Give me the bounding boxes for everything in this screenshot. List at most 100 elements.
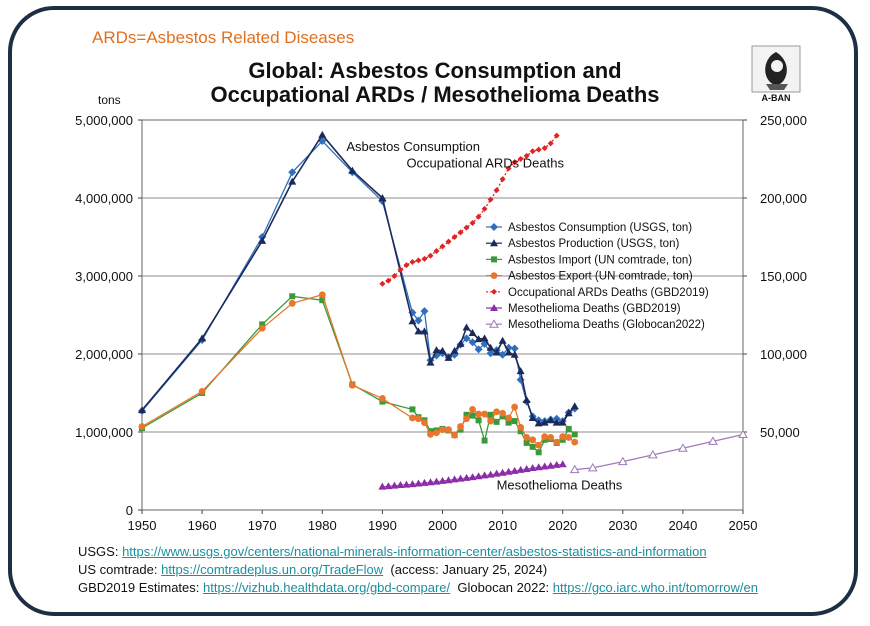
- data-point: [617, 456, 628, 466]
- y-left-unit-label: tons: [98, 93, 121, 107]
- source-comtrade-access: (access: January 25, 2024): [383, 562, 548, 577]
- legend-entry-label: Occupational ARDs Deaths (GBD2019): [508, 287, 709, 299]
- data-point: [511, 418, 518, 425]
- data-point: [475, 213, 482, 220]
- data-point: [379, 280, 386, 287]
- data-point: [409, 406, 416, 413]
- logo-text: A-BAN: [762, 93, 791, 103]
- y-right-tick-label: 250,000: [760, 113, 807, 128]
- data-point: [457, 229, 464, 236]
- y-left-tick-label: 0: [126, 503, 133, 518]
- data-point: [427, 430, 434, 438]
- data-point: [426, 358, 435, 366]
- data-point: [498, 336, 507, 344]
- x-tick-label: 1950: [128, 518, 157, 533]
- data-point: [547, 140, 554, 147]
- data-point: [540, 462, 549, 470]
- data-point: [451, 431, 458, 439]
- data-point: [378, 194, 387, 201]
- data-point: [564, 409, 573, 417]
- data-point: [480, 334, 489, 342]
- legend-entry-label: Asbestos Production (USGS, ton): [508, 238, 679, 250]
- data-point: [258, 324, 266, 332]
- data-point: [487, 417, 494, 425]
- data-point: [559, 433, 567, 441]
- data-point: [492, 469, 501, 477]
- data-point: [678, 443, 688, 452]
- data-point: [541, 145, 548, 152]
- data-point: [571, 438, 579, 446]
- data-point: [288, 177, 297, 185]
- data-point: [523, 439, 530, 446]
- data-point: [534, 419, 543, 427]
- data-point: [481, 410, 488, 418]
- source-usgs-link[interactable]: https://www.usgs.gov/centers/national-mi…: [122, 544, 707, 559]
- y-left-tick-label: 2,000,000: [75, 347, 133, 362]
- source-globocan-link[interactable]: https://gco.iarc.who.int/tomorrow/en: [552, 580, 758, 595]
- data-point: [396, 481, 405, 489]
- source-usgs-label: USGS:: [78, 544, 123, 559]
- y-right-tick-label: 200,000: [760, 191, 807, 206]
- legend-entry-label: Mesothelioma Deaths (Globocan2022): [508, 319, 705, 331]
- data-point: [486, 349, 495, 358]
- data-point: [552, 418, 561, 426]
- data-point: [505, 414, 513, 422]
- data-point: [319, 297, 326, 304]
- data-point: [258, 236, 267, 244]
- data-point: [505, 165, 512, 172]
- plot-area: [141, 119, 744, 511]
- data-point: [462, 334, 471, 343]
- data-point: [138, 406, 146, 414]
- data-point: [475, 417, 482, 424]
- data-point: [491, 256, 497, 263]
- ards-definition-note: ARDs=Asbestos Related Diseases: [92, 28, 355, 47]
- data-point: [504, 467, 513, 475]
- data-point: [415, 257, 422, 264]
- series-export: [138, 291, 579, 449]
- series-globocan: [569, 429, 748, 474]
- data-point: [474, 472, 483, 480]
- data-point: [402, 480, 411, 488]
- data-point: [523, 434, 531, 441]
- x-tick-label: 2050: [729, 518, 758, 533]
- data-point: [379, 395, 386, 402]
- data-point: [444, 476, 453, 484]
- data-point: [468, 328, 477, 336]
- data-point: [517, 428, 524, 435]
- series-production: [138, 130, 579, 427]
- data-point: [390, 481, 399, 489]
- data-point: [708, 436, 718, 445]
- x-tick-label: 2020: [548, 518, 577, 533]
- data-point: [421, 419, 428, 427]
- data-point: [138, 423, 146, 430]
- source-comtrade-link[interactable]: https://comtradeplus.un.org/TradeFlow: [161, 562, 384, 577]
- data-point: [415, 415, 422, 423]
- data-point: [462, 323, 471, 331]
- source-comtrade-label: US comtrade:: [78, 562, 162, 577]
- data-point: [469, 219, 476, 226]
- data-point: [490, 223, 498, 231]
- y-left-tick-label: 4,000,000: [75, 191, 133, 206]
- data-point: [426, 478, 435, 486]
- data-point: [529, 148, 536, 155]
- data-point: [571, 431, 578, 438]
- data-point: [529, 436, 537, 444]
- data-point: [385, 277, 392, 284]
- data-point: [420, 327, 429, 335]
- data-point: [432, 477, 441, 485]
- source-globocan-label: Globocan 2022:: [450, 580, 553, 595]
- data-point: [348, 381, 356, 389]
- data-point: [318, 291, 326, 299]
- data-point: [505, 419, 512, 426]
- data-point: [391, 273, 398, 279]
- data-point: [534, 463, 543, 471]
- series-ards: [379, 132, 560, 287]
- source-gbd-link[interactable]: https://vizhub.healthdata.org/gbd-compar…: [203, 580, 451, 595]
- data-point: [565, 434, 573, 441]
- series-meso: [378, 460, 567, 490]
- data-point: [490, 304, 498, 311]
- data-point: [489, 319, 499, 328]
- y-left-tick-label: 5,000,000: [75, 113, 133, 128]
- data-point: [516, 465, 525, 473]
